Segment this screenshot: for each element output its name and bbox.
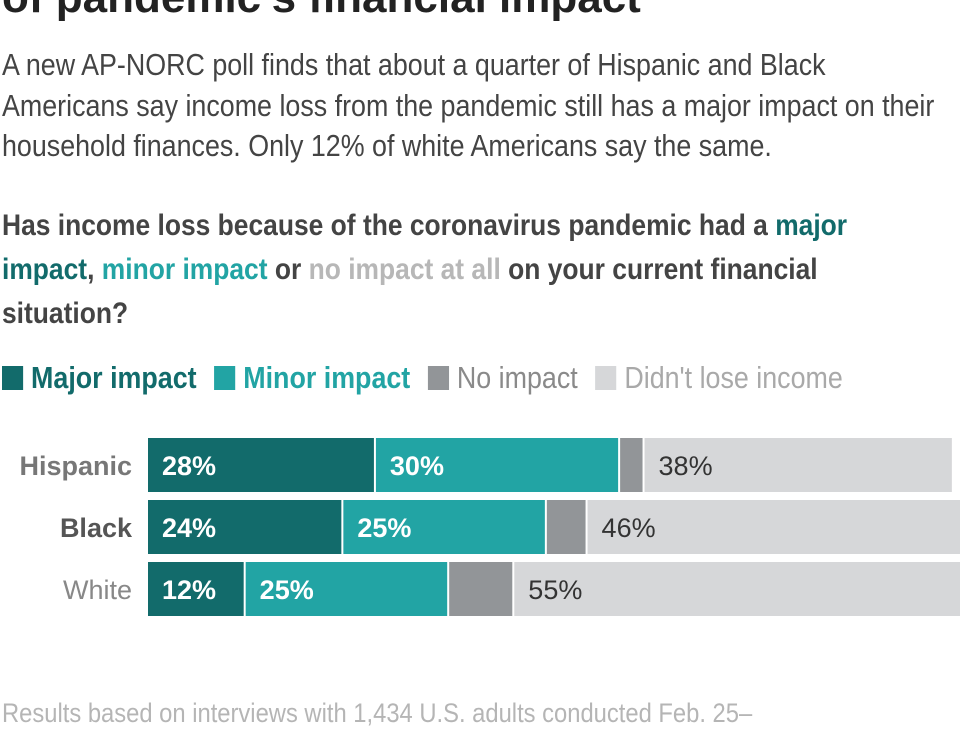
category-label-hispanic: Hispanic (19, 451, 132, 481)
stacked-bar-chart: Hispanic 28% 30% 38% Black 24% 25% 46% White 12% 2… (19, 438, 960, 616)
chart-subtitle: A new AP-NORC poll finds that about a qu… (2, 48, 935, 163)
bar-white-no-impact (449, 562, 513, 616)
bar-white-minor-impact (245, 562, 448, 616)
legend-item-didnt-lose-income: Didn't lose income (595, 361, 843, 396)
value-label-hispanic-minor-impact: 30% (390, 451, 444, 481)
bar-white-major-impact (148, 562, 244, 616)
question-text-end: on your current financial situation? (2, 253, 818, 330)
chart-title: of pandemic's financial impact (2, 0, 641, 22)
source-footnote: Results based on interviews with 1,434 U… (2, 698, 753, 728)
category-label-black: Black (60, 513, 133, 543)
question-separator-1: , (87, 253, 102, 286)
bar-hispanic-major-impact (148, 438, 374, 492)
value-label-black-minor-impact: 25% (357, 513, 411, 543)
question-no-impact: no impact at all (308, 253, 501, 286)
bar-black-didn-t-lose-income (587, 500, 960, 554)
value-label-hispanic-major-impact: 28% (162, 451, 216, 481)
bar-hispanic-didn-t-lose-income (644, 438, 952, 492)
value-label-black-didn-t-lose-income: 46% (602, 513, 656, 543)
legend-label-minor-impact: Minor impact (243, 360, 411, 395)
bar-black-major-impact (148, 500, 342, 554)
bar-white-didn-t-lose-income (514, 562, 960, 616)
question-major-impact: major impact (2, 209, 848, 286)
legend-swatch-major-impact (2, 366, 24, 390)
value-label-white-didn-t-lose-income: 55% (528, 575, 582, 605)
bar-black-minor-impact (343, 500, 545, 554)
value-label-white-major-impact: 12% (162, 575, 216, 605)
bar-hispanic-no-impact (620, 438, 643, 492)
value-label-hispanic-didn-t-lose-income: 38% (659, 451, 713, 481)
survey-question: Has income loss because of the coronavir… (2, 204, 935, 336)
legend-label-didnt-lose-income: Didn't lose income (624, 360, 843, 395)
value-label-white-minor-impact: 25% (260, 575, 314, 605)
question-minor-impact: minor impact (101, 253, 268, 286)
chart-legend: Major impact Minor impact No impact Didn… (2, 358, 860, 398)
legend-label-no-impact: No impact (456, 360, 578, 395)
legend-swatch-didnt-lose-income (595, 366, 617, 390)
legend-swatch-no-impact (427, 366, 449, 390)
legend-item-no-impact: No impact (427, 360, 578, 396)
bar-hispanic-minor-impact (375, 438, 619, 492)
question-separator-2: or (267, 253, 309, 286)
value-label-black-major-impact: 24% (162, 513, 216, 543)
legend-swatch-minor-impact (214, 366, 236, 390)
legend-item-major-impact: Major impact (2, 361, 197, 396)
category-label-white: White (63, 575, 132, 605)
legend-label-major-impact: Major impact (31, 360, 197, 395)
bar-black-no-impact (546, 500, 586, 554)
question-text-start: Has income loss because of the coronavir… (2, 209, 776, 242)
legend-item-minor-impact: Minor impact (214, 361, 410, 396)
